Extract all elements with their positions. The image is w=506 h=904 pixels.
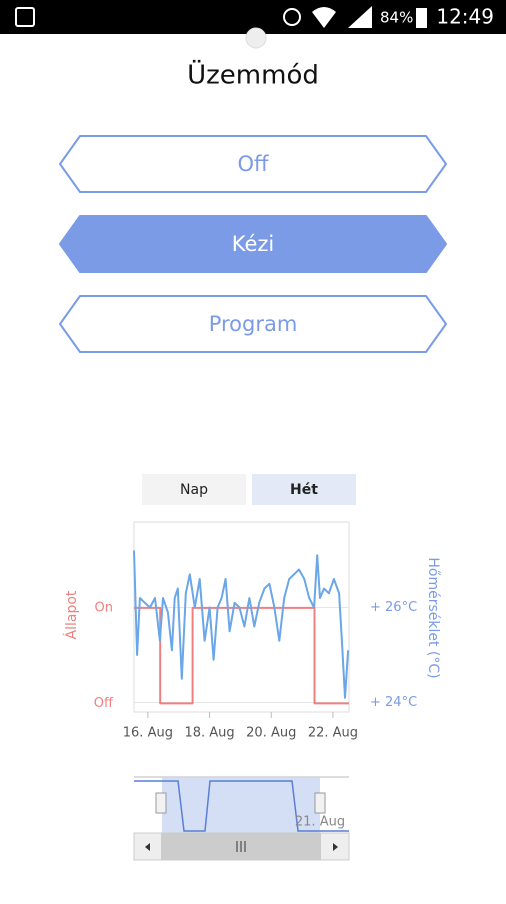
mode-label: Kézi: [232, 232, 275, 256]
plot-frame: [133, 521, 350, 713]
signal-icon: [348, 6, 372, 28]
y-tick-label: On: [95, 600, 113, 615]
wifi-icon: [312, 7, 336, 28]
tab[interactable]: [252, 474, 356, 505]
clock: 12:49: [436, 5, 494, 29]
mode-label: Program: [209, 312, 298, 336]
navigator-label: 21. Aug: [295, 815, 345, 830]
scroll-left[interactable]: [145, 843, 150, 851]
alarm-icon: [283, 8, 301, 26]
scroll-right[interactable]: [333, 843, 338, 851]
mode-button[interactable]: [59, 215, 447, 273]
mode-button[interactable]: [59, 295, 447, 353]
mode-button[interactable]: [59, 135, 447, 193]
y2-axis-label: Hőmérséklet (°C): [425, 557, 441, 678]
y-axis-label: Állapot: [63, 590, 80, 639]
battery-icon: [416, 8, 427, 28]
y2-tick-label: + 26°C: [370, 600, 417, 615]
tab-label: Nap: [180, 482, 208, 498]
tab[interactable]: [142, 474, 246, 505]
x-tick-label: 18. Aug: [184, 726, 234, 741]
y-tick-label: Off: [94, 696, 114, 711]
x-tick-label: 20. Aug: [246, 726, 296, 741]
navigator-selection: [162, 777, 320, 833]
drag-handle: [245, 27, 267, 49]
scrollbar-grip: [236, 841, 246, 852]
page-title: Üzemmód: [187, 59, 319, 91]
mode-label: Off: [238, 152, 270, 176]
y2-tick-label: + 24°C: [370, 695, 417, 710]
navigator-handle-left[interactable]: [155, 792, 167, 814]
x-tick-label: 16. Aug: [123, 726, 173, 741]
battery-text: 84%: [380, 9, 413, 27]
navigator-line: [134, 780, 349, 832]
series-line: [133, 550, 350, 699]
x-tick-label: 22. Aug: [308, 726, 358, 741]
series-line: [134, 606, 349, 705]
tab-label: Hét: [290, 482, 318, 498]
navigator-handle-right[interactable]: [314, 792, 326, 814]
gallery-icon: [15, 7, 35, 27]
